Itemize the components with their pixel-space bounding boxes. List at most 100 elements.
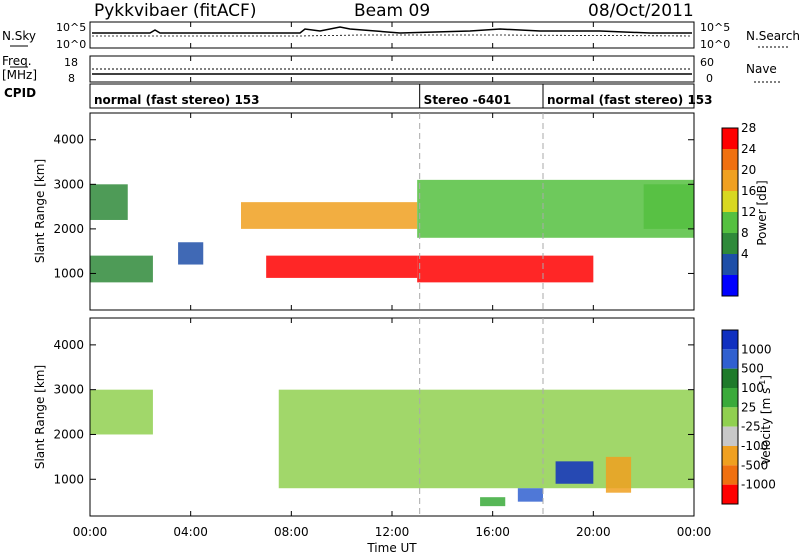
heatmap-cell [480, 497, 506, 507]
cpid-panel-frame [89, 83, 695, 109]
freq-right-tick-bottom: 0 [706, 72, 713, 85]
power-colorbar-tick: 24 [741, 142, 756, 156]
velocity-colorbar-swatch [722, 484, 738, 504]
y-tick-label: 1000 [53, 472, 84, 486]
mode-change-markers [419, 113, 544, 516]
velocity-colorbar-tick: 25 [741, 400, 756, 414]
velocity-colorbar-swatch [722, 388, 738, 408]
velocity-colorbar-tick: -100 [741, 439, 768, 453]
x-tick-label: 04:00 [173, 525, 208, 539]
y-tick-label: 4000 [53, 338, 84, 352]
y-tick-label: 3000 [53, 177, 84, 191]
velocity-colorbar-swatch [722, 368, 738, 388]
power-colorbar-tick: 4 [741, 247, 749, 261]
nsky-trace [92, 26, 692, 34]
power-colorbar-swatch [722, 212, 738, 233]
heatmap-cell [90, 389, 153, 435]
x-axis-label: Time UT [366, 541, 417, 554]
power-colorbar-tick: 12 [741, 205, 756, 219]
heatmap-cell [517, 488, 543, 502]
power-heatmap [90, 179, 694, 283]
heatmap-cell [417, 255, 594, 283]
velocity-colorbar-swatch [722, 465, 738, 485]
x-tick-label: 12:00 [375, 525, 410, 539]
x-tick-label: 00:00 [73, 525, 108, 539]
heatmap-cell [605, 456, 632, 493]
heatmap-cell [266, 255, 418, 278]
velocity-colorbar-tick: -1000 [741, 478, 776, 492]
velocity-colorbar-frame [721, 329, 739, 505]
nsearch-label: N.Search [746, 29, 800, 43]
cpid-segments: normal (fast stereo) 153 Stereo -6401 norm… [94, 84, 713, 108]
y-tick-label: 4000 [53, 133, 84, 147]
freq-left-tick-top: 18 [64, 56, 78, 69]
power-panel: 1000 2000 3000 4000 Slant Range [km] [33, 112, 695, 311]
x-tick-label: 00:00 [677, 525, 712, 539]
radar-title: Pykkvibaer (fitACF) [94, 1, 256, 21]
power-y-axis-label: Slant Range [km] [33, 159, 47, 263]
y-tick-label: 1000 [53, 266, 84, 280]
power-colorbar-swatch [722, 149, 738, 170]
velocity-colorbar-tick: 500 [741, 362, 764, 376]
power-colorbar-swatch [722, 191, 738, 212]
cpid-segment-label: normal (fast stereo) 153 [94, 93, 260, 107]
power-colorbar-tick: 28 [741, 121, 756, 135]
x-tick-label: 16:00 [475, 525, 510, 539]
freq-label-line2: [MHz] [2, 68, 37, 82]
nsky-right-tick-top: 10^5 [700, 21, 730, 34]
nsearch-trace [92, 34, 693, 37]
nsky-label: N.Sky [2, 29, 36, 43]
power-colorbar-tick: 20 [741, 163, 756, 177]
velocity-y-axis-label: Slant Range [km] [33, 365, 47, 469]
nave-label: Nave [746, 62, 777, 76]
velocity-panel: 1000 2000 3000 4000 Slant Range [km] [33, 317, 695, 517]
velocity-colorbar-tick: -25 [741, 420, 761, 434]
power-colorbar-swatch [722, 170, 738, 191]
heatmap-cell [555, 461, 594, 484]
power-y-ticks: 1000 2000 3000 4000 [53, 133, 694, 280]
heatmap-cell [643, 184, 694, 229]
power-colorbar-label: Power [dB] [755, 180, 769, 245]
velocity-colorbar: 1000 500 100 25 -25 -100 -500 -1000 [721, 329, 776, 505]
x-tick-label: 20:00 [576, 525, 611, 539]
y-tick-label: 2000 [53, 427, 84, 441]
power-colorbar-swatch [722, 233, 738, 254]
velocity-colorbar-swatch [722, 349, 738, 369]
heatmap-cell [178, 242, 204, 265]
power-colorbar-tick: 8 [741, 226, 749, 240]
cpid-segment-label: normal (fast stereo) 153 [547, 93, 713, 107]
velocity-heatmap [90, 389, 694, 507]
beam-title: Beam 09 [354, 1, 430, 21]
power-colorbar: 28 24 20 16 12 8 4 [721, 121, 756, 297]
heatmap-cell [90, 255, 153, 283]
power-colorbar-swatch [722, 128, 738, 149]
nsky-right-tick-bottom: 10^0 [700, 38, 730, 51]
velocity-colorbar-swatch [722, 407, 738, 427]
cpid-segment-label: Stereo -6401 [424, 93, 511, 107]
heatmap-cell [90, 184, 128, 220]
nsky-left-tick-top: 10^5 [56, 21, 86, 34]
freq-left-tick-bottom: 8 [68, 72, 75, 85]
x-tick-label: 08:00 [274, 525, 309, 539]
y-tick-label: 2000 [53, 222, 84, 236]
power-colorbar-swatch [722, 254, 738, 275]
power-colorbar-swatch [722, 275, 738, 296]
velocity-colorbar-swatch [722, 330, 738, 350]
velocity-colorbar-tick: 100 [741, 381, 764, 395]
velocity-colorbar-swatch [722, 426, 738, 446]
date-title: 08/Oct/2011 [588, 1, 694, 21]
freq-right-tick-top: 60 [700, 56, 714, 69]
velocity-colorbar-tick: -500 [741, 458, 768, 472]
power-colorbar-tick: 16 [741, 184, 756, 198]
x-axis-ticks: 00:00 04:00 08:00 12:00 16:00 20:00 00:00 [73, 22, 712, 539]
freq-label-line1: Freq. [2, 54, 32, 68]
y-tick-label: 3000 [53, 383, 84, 397]
heatmap-cell [278, 389, 694, 489]
velocity-colorbar-tick: 1000 [741, 342, 772, 356]
power-colorbar-frame [721, 127, 739, 297]
velocity-colorbar-swatch [722, 446, 738, 466]
velocity-y-ticks: 1000 2000 3000 4000 [53, 338, 694, 486]
nsky-left-tick-bottom: 10^0 [56, 38, 86, 51]
heatmap-cell [241, 202, 418, 229]
